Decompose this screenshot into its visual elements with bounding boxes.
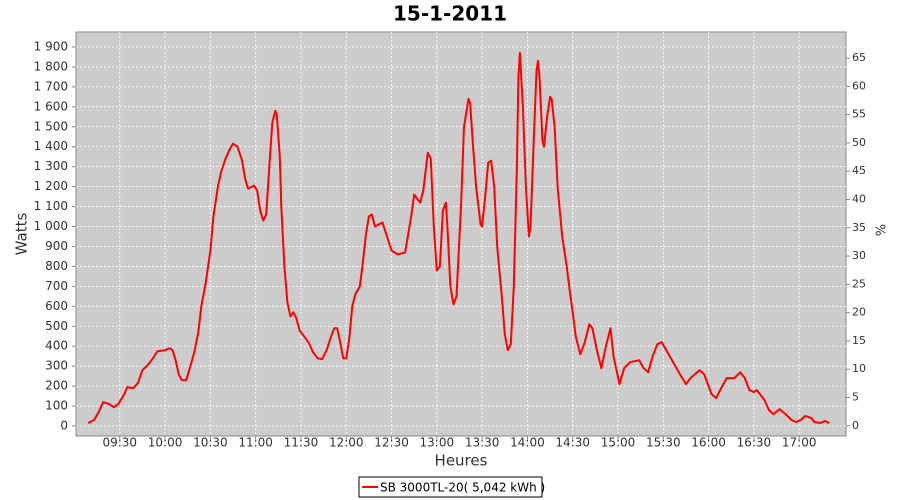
x-tick-label: 13:30 (465, 436, 500, 450)
y2-axis-label: % (875, 224, 890, 236)
y-tick-label: 1 700 (34, 79, 68, 93)
x-tick-label: 15:30 (646, 436, 681, 450)
x-tick-label: 16:00 (691, 436, 726, 450)
y2-tick-label: 20 (852, 306, 866, 319)
y-tick-label: 600 (45, 299, 68, 313)
legend: SB 3000TL-20( 5,042 kWh ) (358, 476, 545, 498)
y-tick-label: 300 (45, 359, 68, 373)
y-tick-label: 800 (45, 259, 68, 273)
x-tick-label: 13:00 (420, 436, 455, 450)
y2-tick-label: 35 (852, 221, 866, 234)
y-tick-label: 1 400 (34, 139, 68, 153)
x-tick-label: 10:00 (148, 436, 183, 450)
line-series (87, 51, 830, 424)
y2-tick-label: 65 (852, 51, 866, 64)
x-tick-label: 17:00 (782, 436, 817, 450)
y-tick-label: 900 (45, 239, 68, 253)
y2-tick-label: 55 (852, 108, 866, 121)
y-axis-label: Watts (13, 213, 31, 256)
y-tick-label: 700 (45, 279, 68, 293)
y-tick-label: 1 800 (34, 59, 68, 73)
x-tick-label: 09:30 (102, 436, 137, 450)
x-tick-label: 10:30 (193, 436, 228, 450)
y2-tick-label: 15 (852, 334, 866, 347)
y-tick-label: 1 900 (34, 39, 68, 53)
y-tick-label: 200 (45, 379, 68, 393)
plot-area (75, 31, 847, 437)
y2-tick-label: 40 (852, 192, 866, 205)
legend-label: SB 3000TL-20( 5,042 kWh ) (380, 481, 545, 495)
x-tick-label: 16:30 (737, 436, 772, 450)
y-tick-label: 400 (45, 339, 68, 353)
y2-tick-label: 30 (852, 249, 866, 262)
x-axis-label: Heures (435, 452, 488, 470)
y2-tick-label: 5 (852, 391, 859, 404)
y2-tick-label: 10 (852, 362, 866, 375)
y-tick-label: 100 (45, 399, 68, 413)
y-tick-label: 1 500 (34, 119, 68, 133)
y2-tick-label: 50 (852, 136, 866, 149)
x-tick-label: 12:30 (374, 436, 409, 450)
chart-title: 15-1-2011 (393, 2, 507, 26)
x-tick-label: 14:00 (510, 436, 545, 450)
legend-box (358, 476, 543, 498)
x-tick-label: 11:30 (284, 436, 319, 450)
y-tick-label: 1 200 (34, 179, 68, 193)
x-tick-label: 12:00 (329, 436, 364, 450)
y-tick-label: 1 300 (34, 159, 68, 173)
y2-tick-label: 60 (852, 79, 866, 92)
x-tick-label: 11:00 (238, 436, 273, 450)
y-tick-label: 500 (45, 319, 68, 333)
x-tick-label: 14:30 (555, 436, 590, 450)
y-tick-label: 1 000 (34, 219, 68, 233)
marks (87, 51, 830, 424)
y-tick-label: 1 100 (34, 199, 68, 213)
x-tick-label: 15:00 (601, 436, 636, 450)
y-tick-label: 1 600 (34, 99, 68, 113)
y2-tick-label: 25 (852, 277, 866, 290)
y2-tick-label: 0 (852, 419, 859, 432)
y-tick-label: 0 (60, 419, 68, 433)
y2-tick-label: 45 (852, 164, 866, 177)
